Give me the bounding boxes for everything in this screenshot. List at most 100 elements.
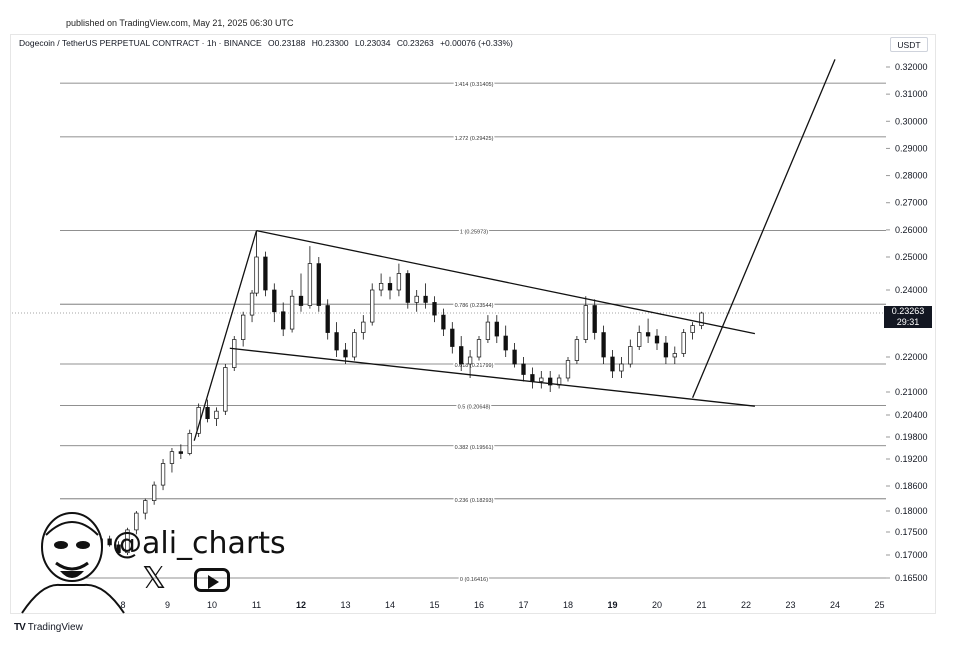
candle-body: [272, 289, 277, 313]
candle-body: [387, 283, 393, 291]
x-tick-label: 15: [429, 600, 439, 610]
x-tick-label: 13: [340, 600, 350, 610]
candle-body: [574, 339, 580, 361]
candle-body: [361, 321, 366, 333]
candle-body: [370, 289, 375, 323]
candle-body: [565, 360, 571, 379]
y-tick-label: 0.31000: [895, 89, 928, 99]
candle-body: [637, 332, 642, 347]
high-value: H0.23300: [311, 38, 349, 48]
candle-body: [467, 356, 473, 365]
published-caption: published on TradingView.com, May 21, 20…: [66, 18, 294, 28]
candle-body: [334, 332, 339, 351]
fib-level-label: 1 (0.25973): [460, 230, 488, 236]
fib-level-label: 0.5 (0.20648): [458, 404, 491, 410]
bar-countdown: 29:31: [896, 317, 920, 327]
currency-button[interactable]: USDT: [890, 37, 928, 52]
y-tick-label: 0.17500: [895, 527, 928, 537]
candle-body: [307, 263, 313, 306]
candle-body: [690, 325, 695, 333]
candle-body: [663, 342, 669, 358]
y-tick-label: 0.18600: [895, 481, 928, 491]
candle-body: [512, 349, 517, 365]
candle-body: [521, 363, 526, 375]
candle-body: [116, 544, 121, 554]
candle-body: [343, 349, 348, 358]
fib-level-label: 0.786 (0.23544): [455, 303, 494, 309]
candle-body: [187, 432, 192, 454]
candle-body: [681, 332, 686, 354]
candle-body: [223, 367, 228, 412]
candle-body: [143, 500, 148, 514]
candle-body: [396, 273, 402, 291]
candle-body: [583, 305, 588, 340]
y-tick-label: 0.27000: [895, 198, 928, 208]
trendline-upper-wedge: [256, 230, 756, 335]
candle-body: [325, 305, 330, 333]
candle-body: [610, 356, 615, 372]
symbol-name[interactable]: Dogecoin / TetherUS PERPETUAL CONTRACT ·…: [19, 38, 262, 48]
candle-body: [592, 305, 597, 333]
y-tick-label: 0.19800: [895, 432, 928, 442]
current-price-label: 0.23263 29:31: [884, 306, 932, 328]
fib-level-label: 0.236 (0.18293): [455, 498, 494, 504]
candle-body: [494, 321, 499, 337]
x-tick-label: 9: [165, 600, 170, 610]
candle-body: [654, 335, 660, 344]
y-tick-label: 0.28000: [895, 171, 928, 181]
x-tick-label: 16: [474, 600, 484, 610]
candle-body: [178, 451, 184, 454]
x-tick-label: 12: [296, 600, 306, 610]
candle-body: [263, 256, 268, 291]
candle-body: [298, 295, 304, 306]
fib-level-label: 0.382 (0.19561): [455, 445, 494, 451]
candle-body: [645, 332, 651, 337]
y-tick-label: 0.26000: [895, 225, 928, 235]
candle-body: [352, 332, 357, 358]
candle-body: [414, 295, 419, 303]
x-tick-label: 10: [207, 600, 217, 610]
candle-body: [539, 377, 544, 382]
fib-level-label: 1.414 (0.31405): [455, 82, 494, 88]
trendline-lower-wedge: [229, 347, 755, 407]
candle-body: [241, 314, 246, 340]
y-tick-label: 0.25000: [895, 252, 928, 262]
youtube-logo-icon: [194, 568, 230, 592]
candle-body: [485, 321, 491, 340]
x-tick-label: 14: [385, 600, 395, 610]
fib-level-label: 0.618 (0.21799): [455, 363, 494, 369]
tradingview-brand: TradingView: [27, 622, 83, 633]
candle-body: [249, 292, 255, 316]
y-tick-label: 0.19200: [895, 454, 928, 464]
candle-body: [232, 339, 237, 368]
candle-body: [503, 335, 508, 351]
change-value: +0.00076 (+0.33%): [440, 38, 513, 48]
candle-body: [134, 512, 139, 531]
x-tick-label: 19: [607, 600, 617, 610]
y-tick-label: 0.32000: [895, 62, 928, 72]
candle-body: [530, 374, 535, 382]
open-value: O0.23188: [268, 38, 306, 48]
fib-level-label: 0 (0.16416): [460, 577, 488, 583]
y-tick-label: 0.30000: [895, 116, 928, 126]
x-tick-label: 24: [830, 600, 840, 610]
candle-body: [289, 295, 295, 330]
candle-body: [476, 339, 482, 358]
y-tick-label: 0.18000: [895, 506, 928, 516]
candle-body: [450, 328, 455, 347]
x-tick-label: 21: [696, 600, 706, 610]
candle-body: [619, 363, 624, 372]
x-tick-label: 20: [652, 600, 662, 610]
y-tick-label: 0.16500: [895, 573, 928, 583]
candle-body: [378, 283, 384, 291]
candle-body: [281, 311, 286, 330]
symbol-header: Dogecoin / TetherUS PERPETUAL CONTRACT ·…: [19, 38, 517, 48]
candle-body: [125, 529, 130, 554]
x-tick-label: 8: [120, 600, 125, 610]
close-value: C0.23263: [396, 38, 434, 48]
low-value: L0.23034: [354, 38, 391, 48]
candle-body: [214, 410, 219, 420]
candle-body: [160, 463, 166, 486]
x-logo-icon: 𝕏: [142, 561, 167, 596]
